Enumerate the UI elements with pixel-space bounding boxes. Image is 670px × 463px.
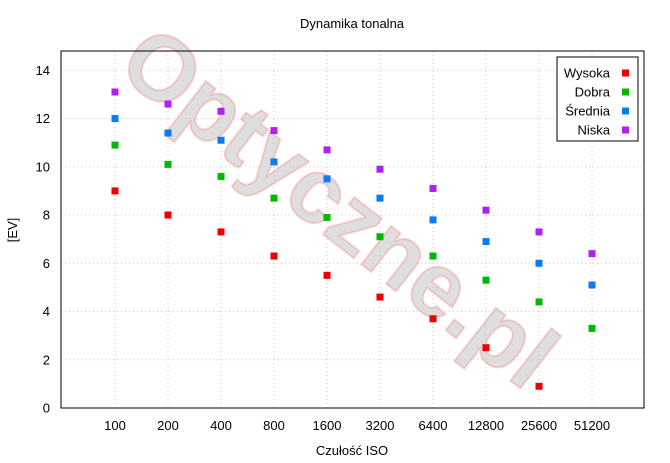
data-point [588, 250, 596, 258]
data-point [429, 184, 437, 192]
x-tick-label: 800 [263, 418, 285, 433]
data-point [429, 216, 437, 224]
legend-marker [622, 88, 629, 96]
x-tick-label: 100 [104, 418, 126, 433]
data-point [376, 233, 384, 241]
data-point [535, 259, 543, 267]
x-tick-label: 200 [157, 418, 179, 433]
chart-title: Dynamika tonalna [300, 16, 405, 31]
x-tick-label: 1600 [313, 418, 342, 433]
legend-label: Wysoka [564, 66, 611, 81]
data-point [111, 88, 119, 96]
y-tick-label: 2 [43, 352, 50, 367]
data-point [323, 271, 331, 279]
x-tick-label: 12800 [468, 418, 504, 433]
x-tick-label: 6400 [419, 418, 448, 433]
data-point [270, 127, 278, 135]
data-point [535, 228, 543, 236]
data-point [588, 324, 596, 332]
legend-label: Dobra [575, 85, 611, 100]
data-point [376, 194, 384, 202]
data-point [270, 158, 278, 166]
legend-marker [622, 69, 629, 77]
data-point [429, 315, 437, 323]
data-point [217, 107, 225, 115]
data-point [270, 252, 278, 260]
x-tick-label: 51200 [574, 418, 610, 433]
x-axis-label: Czułość ISO [316, 443, 388, 458]
data-point [164, 211, 172, 219]
data-point [482, 238, 490, 246]
y-tick-label: 6 [43, 256, 50, 271]
plot-frame [60, 50, 645, 409]
data-point [482, 344, 490, 352]
data-point [323, 175, 331, 183]
x-tick-label: 25600 [521, 418, 557, 433]
legend-marker [622, 126, 629, 134]
data-point [588, 281, 596, 289]
data-point [376, 293, 384, 301]
data-point [270, 194, 278, 202]
data-point [111, 141, 119, 149]
x-tick-labels: 100 200 400 800 1600 3200 6400 12800 25600 51200 [104, 418, 610, 433]
data-point [164, 160, 172, 168]
data-point [323, 213, 331, 221]
legend-marker [622, 107, 629, 115]
data-point [482, 206, 490, 214]
y-axis-label: [EV] [5, 218, 20, 243]
y-tick-label: 14 [36, 63, 50, 78]
data-point [482, 276, 490, 284]
x-tick-label: 400 [210, 418, 232, 433]
y-tick-label: 0 [43, 401, 50, 416]
y-tick-labels: 0 2 4 6 8 10 12 14 [36, 63, 50, 416]
data-point [111, 187, 119, 195]
data-point [217, 136, 225, 144]
legend-label: Niska [577, 123, 610, 138]
data-points [111, 88, 596, 390]
data-point [376, 165, 384, 173]
y-tick-label: 10 [36, 159, 50, 174]
watermark: Optyczne.pl [102, 7, 576, 408]
data-point [535, 382, 543, 390]
y-tick-label: 8 [43, 208, 50, 223]
legend: Wysoka Dobra Średnia Niska [556, 56, 639, 142]
data-point [111, 115, 119, 123]
x-tick-label: 3200 [366, 418, 395, 433]
legend-label: Średnia [565, 104, 611, 119]
data-point [164, 129, 172, 137]
y-tick-label: 4 [43, 304, 50, 319]
data-point [535, 298, 543, 306]
data-point [217, 228, 225, 236]
data-point [323, 146, 331, 154]
data-point [164, 100, 172, 108]
data-point [429, 252, 437, 260]
y-tick-label: 12 [36, 111, 50, 126]
data-point [217, 172, 225, 180]
